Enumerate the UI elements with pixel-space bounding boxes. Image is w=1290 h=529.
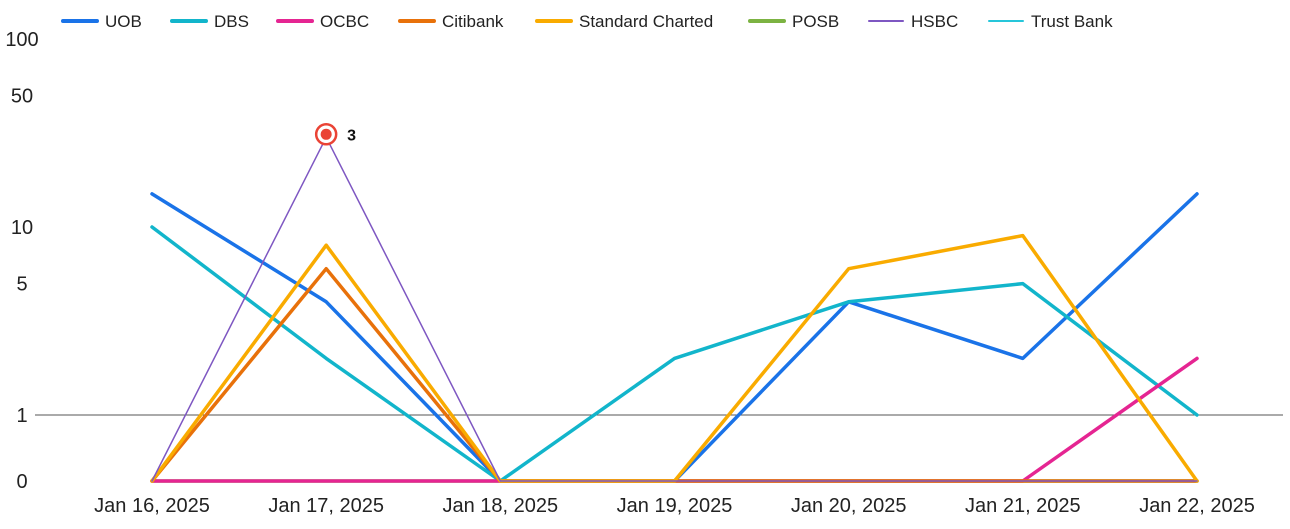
legend-item-citibank[interactable]: Citibank	[398, 12, 504, 31]
legend-label: UOB	[105, 12, 142, 31]
legend-label: Citibank	[442, 12, 504, 31]
x-tick-label: Jan 16, 2025	[94, 495, 210, 517]
legend-item-hsbc[interactable]: HSBC	[868, 12, 958, 31]
series-line-uob[interactable]	[150, 192, 1199, 483]
legend-item-trust-bank[interactable]: Trust Bank	[988, 12, 1113, 31]
x-tick-label: Jan 18, 2025	[443, 495, 559, 517]
series-line-ocbc[interactable]	[150, 356, 1199, 483]
y-tick-label: 0	[16, 471, 27, 493]
annotation-label: 3	[347, 127, 356, 144]
legend-label: HSBC	[911, 12, 958, 31]
legend-label: OCBC	[320, 12, 369, 31]
series-lines	[150, 136, 1199, 483]
annotation-marker-dot	[320, 128, 332, 140]
y-tick-label: 100	[5, 29, 38, 51]
legend: UOB DBS OCBC Citibank Standard Charted POSB HS…	[61, 12, 1113, 31]
legend-item-uob[interactable]: UOB	[61, 12, 142, 31]
x-tick-label: Jan 22, 2025	[1139, 495, 1255, 517]
legend-label: POSB	[792, 12, 839, 31]
legend-item-dbs[interactable]: DBS	[170, 12, 249, 31]
legend-label: Trust Bank	[1031, 12, 1113, 31]
y-tick-label: 5	[16, 274, 27, 296]
annotation: 3	[314, 123, 356, 146]
legend-label: DBS	[214, 12, 249, 31]
series-line-dbs[interactable]	[150, 225, 1199, 483]
x-tick-label: Jan 20, 2025	[791, 495, 907, 517]
y-tick-label: 10	[11, 217, 33, 239]
legend-item-ocbc[interactable]: OCBC	[276, 12, 369, 31]
series-line-citibank[interactable]	[150, 266, 1199, 483]
legend-item-standard-charted[interactable]: Standard Charted	[535, 12, 713, 31]
y-tick-label: 1	[16, 405, 27, 427]
x-tick-label: Jan 21, 2025	[965, 495, 1081, 517]
x-tick-label: Jan 19, 2025	[617, 495, 733, 517]
legend-item-posb[interactable]: POSB	[748, 12, 839, 31]
legend-label: Standard Charted	[579, 12, 713, 31]
x-tick-label: Jan 17, 2025	[268, 495, 384, 517]
x-axis-ticks: Jan 16, 2025 Jan 17, 2025 Jan 18, 2025 Jan …	[94, 495, 1255, 517]
series-line-hsbc[interactable]	[151, 136, 1198, 482]
y-tick-label: 50	[11, 86, 33, 108]
